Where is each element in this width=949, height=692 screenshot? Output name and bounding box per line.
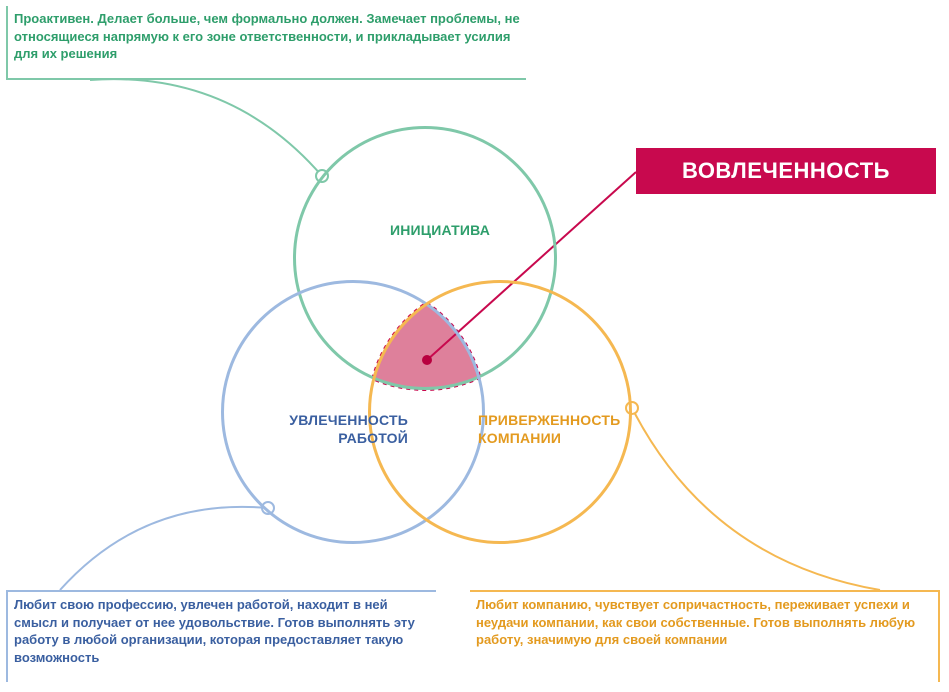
venn-label-initiative: ИНИЦИАТИВА [380, 222, 500, 240]
venn-label-commitment: ПРИВЕРЖЕННОСТЬКОМПАНИИ [478, 412, 648, 447]
callout-commitment: Любит компанию, чувствует сопричастность… [470, 590, 940, 682]
venn-label-passion: УВЛЕЧЕННОСТЬРАБОТОЙ [258, 412, 408, 447]
diagram-stage: ИНИЦИАТИВА УВЛЕЧЕННОСТЬРАБОТОЙ ПРИВЕРЖЕН… [0, 0, 949, 692]
callout-initiative: Проактивен. Делает больше, чем формально… [6, 6, 526, 80]
callout-passion: Любит свою профессию, увлечен работой, н… [6, 590, 436, 682]
engagement-banner: ВОВЛЕЧЕННОСТЬ [636, 148, 936, 194]
